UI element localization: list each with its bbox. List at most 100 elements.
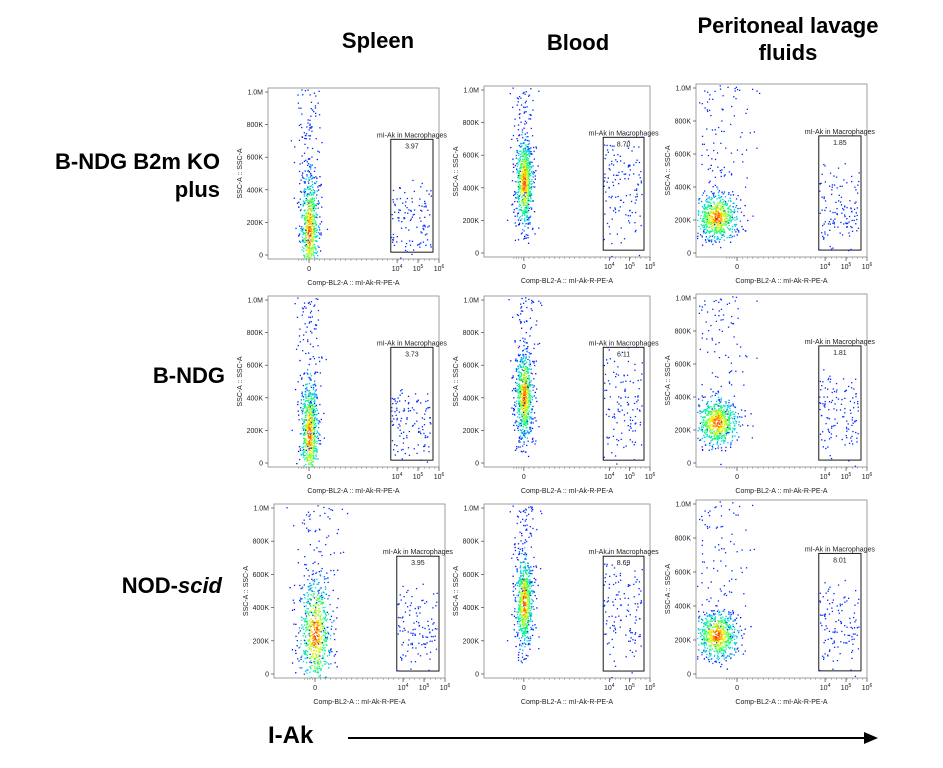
gate-rectangle bbox=[396, 555, 440, 672]
x-tick-label: 104 bbox=[820, 683, 831, 692]
y-tick-label: 600K bbox=[463, 363, 480, 370]
gate-rectangle bbox=[602, 136, 645, 251]
plot-frame bbox=[695, 83, 868, 258]
x-axis-label: Comp-BL2-A :: mI-Ak-R-PE-A bbox=[521, 699, 614, 706]
x-tick-label: 106 bbox=[645, 683, 656, 692]
y-axis-label: SSC-A :: SSC-A bbox=[237, 356, 244, 407]
x-axis-label: Comp-BL2-A :: mI-Ak-R-PE-A bbox=[521, 488, 614, 495]
x-tick-label: 0 bbox=[522, 685, 526, 692]
x-tick-label: 104 bbox=[604, 472, 615, 481]
facs-plot-blood-b2m: 0 200K 400K 600K 800K 1.0M SSC-A :: SSC-A 0 104 1… bbox=[448, 82, 660, 287]
plot-frame bbox=[267, 87, 440, 260]
y-tick-label: 800K bbox=[675, 329, 692, 336]
y-tick-label: 800K bbox=[247, 330, 264, 337]
x-tick-label: 106 bbox=[645, 262, 656, 271]
x-tick-label: 106 bbox=[862, 472, 873, 481]
y-axis-label: SSC-A :: SSC-A bbox=[243, 566, 250, 617]
y-tick-label: 600K bbox=[675, 152, 692, 159]
events bbox=[286, 505, 438, 679]
y-tick-label: 400K bbox=[675, 185, 692, 192]
y-tick-label: 0 bbox=[475, 251, 479, 258]
x-tick-label: 0 bbox=[313, 685, 317, 692]
plot-frame bbox=[695, 293, 868, 468]
y-tick-label: 600K bbox=[247, 155, 264, 162]
y-tick-label: 800K bbox=[675, 119, 692, 126]
y-tick-label: 800K bbox=[463, 330, 480, 337]
gate-rectangle bbox=[818, 135, 862, 251]
facs-plot-spleen-b2m: 0 200K 400K 600K 800K 1.0M SSC-A :: SSC-A 0 104 1… bbox=[232, 84, 447, 289]
x-tick-label: 105 bbox=[624, 262, 635, 271]
gate-label: mI-Ak in Macrophages bbox=[377, 132, 448, 139]
x-tick-label: 106 bbox=[862, 683, 873, 692]
y-tick-label: 1.0M bbox=[675, 86, 691, 93]
y-tick-label: 1.0M bbox=[675, 296, 691, 303]
y-tick-label: 400K bbox=[247, 395, 264, 402]
x-tick-label: 106 bbox=[862, 262, 873, 271]
x-axis-label: Comp-BL2-A :: mI-Ak-R-PE-A bbox=[735, 278, 828, 285]
gate-label: mI-Ak in Macrophages bbox=[805, 129, 876, 136]
y-tick-label: 0 bbox=[475, 672, 479, 679]
y-tick-label: 400K bbox=[253, 605, 270, 612]
y-axis-label: SSC-A :: SSC-A bbox=[237, 148, 244, 199]
plot-frame bbox=[695, 499, 868, 679]
facs-plot-peritoneal-nodscid: 0 200K 400K 600K 800K 1.0M SSC-A :: SSC-A 0 104 1… bbox=[660, 496, 875, 708]
events bbox=[291, 297, 432, 468]
x-axis-label: Comp-BL2-A :: mI-Ak-R-PE-A bbox=[313, 699, 406, 706]
plot-frame bbox=[483, 295, 651, 468]
y-tick-label: 1.0M bbox=[463, 506, 479, 513]
y-tick-label: 400K bbox=[247, 187, 264, 194]
y-tick-label: 800K bbox=[675, 536, 692, 543]
gate-label: mI-Ak in Macrophages bbox=[383, 549, 454, 556]
x-tick-label: 105 bbox=[624, 472, 635, 481]
row-label-nod-scid: NOD-scid bbox=[0, 572, 222, 600]
gate-label: mI-Ak in Macrophages bbox=[589, 340, 660, 347]
y-tick-label: 1.0M bbox=[247, 298, 263, 305]
y-tick-label: 600K bbox=[463, 572, 480, 579]
gate-rectangle bbox=[390, 138, 434, 253]
y-tick-label: 200K bbox=[675, 218, 692, 225]
x-tick-label: 106 bbox=[440, 683, 451, 692]
events bbox=[697, 296, 859, 467]
column-title-spleen: Spleen bbox=[341, 28, 415, 53]
x-tick-label: 105 bbox=[419, 683, 430, 692]
y-tick-label: 0 bbox=[687, 672, 691, 679]
facs-plot-spleen-bndg: 0 200K 400K 600K 800K 1.0M SSC-A :: SSC-A 0 104 1… bbox=[232, 292, 447, 497]
x-tick-label: 105 bbox=[841, 472, 852, 481]
gate-percent: 1.85 bbox=[833, 140, 847, 147]
x-tick-label: 106 bbox=[645, 472, 656, 481]
facs-plot-blood-bndg: 0 200K 400K 600K 800K 1.0M SSC-A :: SSC-A 0 104 1… bbox=[448, 292, 660, 497]
gate-percent: 1.81 bbox=[833, 350, 847, 357]
y-tick-label: 800K bbox=[247, 122, 264, 129]
x-tick-label: 106 bbox=[434, 264, 445, 273]
x-axis-label: Comp-BL2-A :: mI-Ak-R-PE-A bbox=[307, 280, 400, 287]
facs-plot-peritoneal-b2m: 0 200K 400K 600K 800K 1.0M SSC-A :: SSC-A 0 104 1… bbox=[660, 80, 875, 287]
row-label-italic: scid bbox=[177, 573, 222, 598]
gate-rectangle bbox=[602, 346, 645, 461]
y-tick-label: 0 bbox=[259, 461, 263, 468]
events bbox=[697, 85, 860, 252]
y-tick-label: 1.0M bbox=[247, 90, 263, 97]
plot-frame bbox=[267, 295, 440, 468]
row-label-prefix: NOD- bbox=[121, 573, 178, 598]
y-tick-label: 200K bbox=[675, 638, 692, 645]
gate-rectangle bbox=[602, 555, 645, 672]
x-tick-label: 0 bbox=[522, 474, 526, 481]
row-label-b-ndg: B-NDG bbox=[152, 363, 225, 388]
x-tick-label: 104 bbox=[820, 472, 831, 481]
y-tick-label: 0 bbox=[687, 251, 691, 258]
gate-label: mI-Ak in Macrophages bbox=[589, 130, 660, 137]
x-tick-label: 104 bbox=[392, 472, 403, 481]
x-tick-label: 0 bbox=[307, 474, 311, 481]
x-axis-label: Comp-BL2-A :: mI-Ak-R-PE-A bbox=[735, 699, 828, 706]
y-tick-label: 400K bbox=[675, 395, 692, 402]
x-tick-label: 104 bbox=[820, 262, 831, 271]
y-tick-label: 600K bbox=[463, 153, 480, 160]
x-tick-label: 104 bbox=[604, 262, 615, 271]
gate-percent: 3.97 bbox=[405, 143, 419, 150]
plot-frame bbox=[483, 85, 651, 258]
